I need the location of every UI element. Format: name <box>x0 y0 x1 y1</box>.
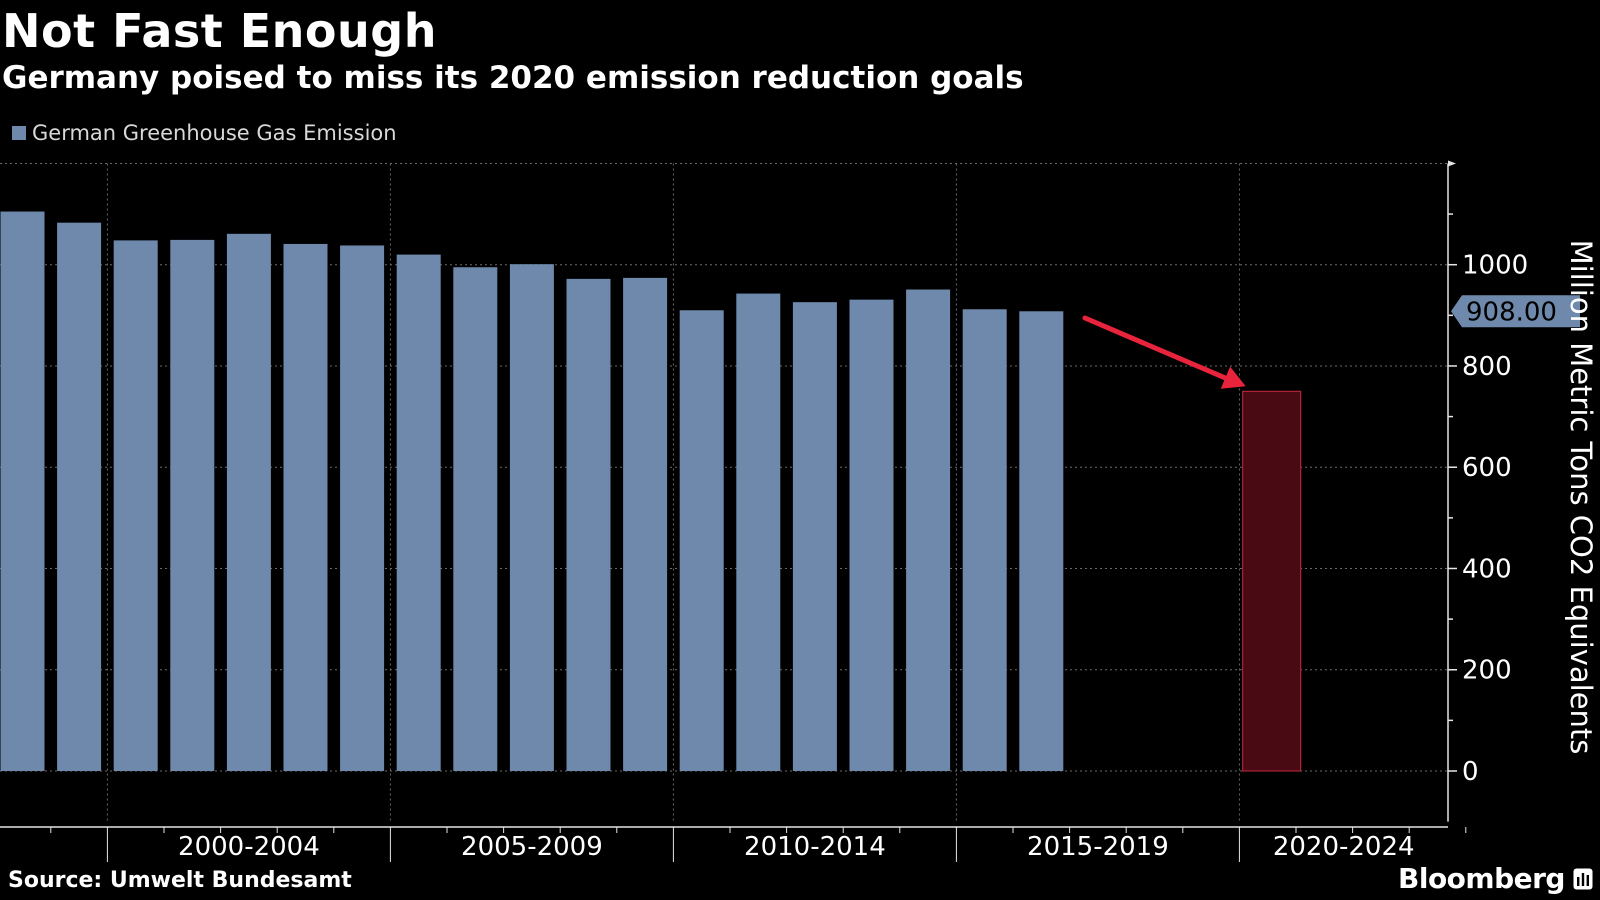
bar <box>396 254 441 772</box>
x-group-label: 2020-2024 <box>1273 832 1415 862</box>
legend-label: German Greenhouse Gas Emission <box>32 121 397 145</box>
bar <box>170 239 215 771</box>
y-tick-label: 200 <box>1462 656 1512 686</box>
bloomberg-logo: Bloomberg <box>1398 862 1565 895</box>
bar <box>906 289 951 771</box>
x-group-label: 2000-2004 <box>178 832 320 862</box>
y-tick-label: 800 <box>1462 352 1512 382</box>
bar <box>566 278 611 771</box>
bar <box>792 302 837 771</box>
x-group-label: 2005-2009 <box>461 832 603 862</box>
bar <box>283 243 328 771</box>
chart-title: Not Fast Enough <box>2 4 437 58</box>
bar <box>113 240 158 772</box>
x-group-label: 2015-2019 <box>1027 832 1169 862</box>
y-tick-label: 0 <box>1462 757 1479 787</box>
x-group-label: 2010-2014 <box>744 832 886 862</box>
target-bar <box>1242 390 1302 772</box>
bloomberg-terminal-icon <box>1573 868 1593 890</box>
source-note: Source: Umwelt Bundesamt <box>8 868 352 893</box>
y-tick-label: 1000 <box>1462 251 1528 281</box>
bar <box>736 293 781 771</box>
y-axis-label: Million Metric Tons CO2 Equivalents <box>1564 239 1598 755</box>
arrow-head <box>1220 366 1246 389</box>
y-tick-label: 600 <box>1462 453 1512 483</box>
legend-swatch <box>12 126 26 140</box>
last-value-badge <box>1451 295 1580 328</box>
bar <box>226 233 271 772</box>
chart-subtitle: Germany poised to miss its 2020 emission… <box>2 60 1024 96</box>
bar <box>509 264 554 771</box>
y-tick-label: 400 <box>1462 554 1512 584</box>
bar <box>57 222 102 771</box>
bar <box>962 309 1007 771</box>
bar <box>1019 311 1064 771</box>
bar <box>679 310 724 771</box>
bar <box>340 245 385 772</box>
bar <box>0 211 45 771</box>
arrow-shaft <box>1082 315 1241 386</box>
last-value-label: 908.00 <box>1466 297 1557 327</box>
bar <box>453 267 498 771</box>
legend: German Greenhouse Gas Emission <box>12 121 397 145</box>
bar <box>623 277 668 771</box>
bar <box>849 299 894 771</box>
y-axis-arrow <box>1448 160 1456 167</box>
